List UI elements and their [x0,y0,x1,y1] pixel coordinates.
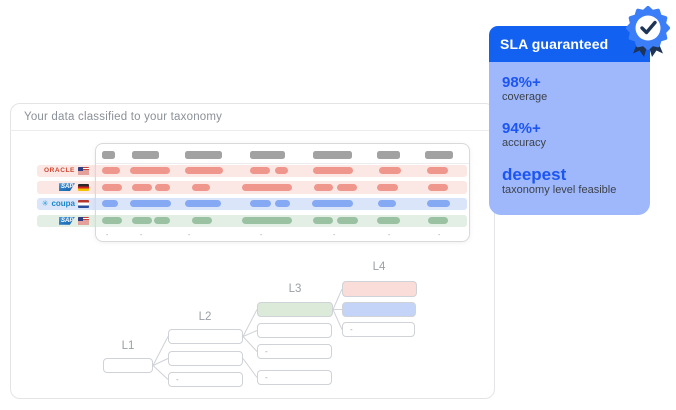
data-bar [250,167,270,175]
tree-level-label: L4 [372,261,386,273]
data-bar [379,167,401,175]
data-bar [192,217,212,225]
column-dash: - [333,232,336,239]
stat-coverage-label: coverage [502,91,548,103]
us-flag-icon [78,167,89,175]
column-dash: - [188,232,191,239]
data-bar [192,183,210,191]
sla-card-header: SLA guaranteed [489,26,650,62]
data-bar [337,217,358,225]
data-bar [312,200,353,208]
data-bar [377,217,400,225]
tree-node-l3d: - [257,370,332,385]
data-bar [275,200,290,208]
data-bar [378,200,396,208]
stat-depth-value: deepest [502,165,567,184]
data-bar [428,183,448,191]
column-header-bar [425,151,453,159]
tree-level-label: L3 [288,283,302,295]
column-header-bar [185,151,222,159]
tree-node-l4b [342,302,416,317]
data-bar [313,217,333,225]
coupa-logo: coupa [51,198,75,208]
tree-node-l4c: - [342,322,415,337]
data-bar [428,217,448,225]
column-dash: - [438,232,441,239]
stat-accuracy-label: accuracy [502,137,547,149]
column-header-bar [250,151,285,159]
vendor-logo-cluster: ORACLE [37,165,89,178]
data-bar [337,183,357,191]
data-bar [132,217,152,225]
tree-node-l4a [342,281,417,297]
check-icon [640,20,657,35]
data-bar [155,183,170,191]
data-bar [154,217,170,225]
data-bar [242,217,292,225]
column-header-bar [102,151,115,159]
data-bar [102,200,118,208]
data-bar [102,167,120,175]
vendor-logo-cluster: SAP [37,215,89,228]
tree-node-l2c: - [168,372,243,387]
tree-node-l3b [257,323,332,338]
data-bar [102,183,122,191]
stat-accuracy: 94%+ accuracy [502,120,638,150]
table-header-divider [96,163,469,164]
data-bar [132,183,152,191]
award-badge-icon [626,6,670,57]
stat-coverage-value: 98%+ [502,74,541,91]
data-bar [427,167,448,175]
sla-card-body: 98%+ coverage 94%+ accuracy deepest taxo… [489,62,650,215]
classification-card-header: Your data classified to your taxonomy [10,103,495,131]
data-bar [130,167,170,175]
data-bar [377,183,398,191]
sap-logo: SAP [59,216,75,225]
column-dash: - [388,232,391,239]
column-header-bar [132,151,159,159]
nl-flag-icon [78,200,89,208]
tree-node-l1 [103,358,153,373]
de-flag-icon [78,183,89,191]
column-header-bar [377,151,400,159]
tree-level-label: L2 [198,311,212,323]
vendor-logo-cluster: SAP [37,181,89,194]
data-bar [130,200,171,208]
vendor-logo-cluster: ✳ coupa [37,198,89,211]
tree-node-l3a [257,302,333,317]
data-bar [185,167,223,175]
card-title: Your data classified to your taxonomy [24,110,223,123]
data-bar [242,183,292,191]
data-bar [275,167,288,175]
data-bar [313,167,353,175]
sla-title: SLA guaranteed [500,36,609,52]
column-dash: - [106,232,109,239]
column-dash: - [260,232,263,239]
tree-node-l3c: - [257,344,332,359]
data-bar [185,200,221,208]
sap-logo: SAP [59,183,75,192]
sla-card: SLA guaranteed 98%+ coverage 94%+ accura… [489,26,650,215]
data-bar [427,200,450,208]
tree-level-label: L1 [121,340,135,352]
coupa-flower-icon: ✳ [41,198,49,208]
stat-depth-label: taxonomy level feasible [502,184,617,196]
tree-node-l2a [168,329,243,344]
column-header-bar [313,151,352,159]
stat-accuracy-value: 94%+ [502,120,541,137]
stat-coverage: 98%+ coverage [502,74,638,104]
data-bar [314,183,333,191]
us-flag-icon [78,217,89,225]
oracle-logo: ORACLE [43,166,75,174]
data-bar [102,217,122,225]
column-dash: - [140,232,143,239]
data-bar [250,200,271,208]
stat-depth: deepest taxonomy level feasible [502,166,638,197]
badge-inner-circle [635,15,661,41]
tree-node-l2b [168,351,243,366]
